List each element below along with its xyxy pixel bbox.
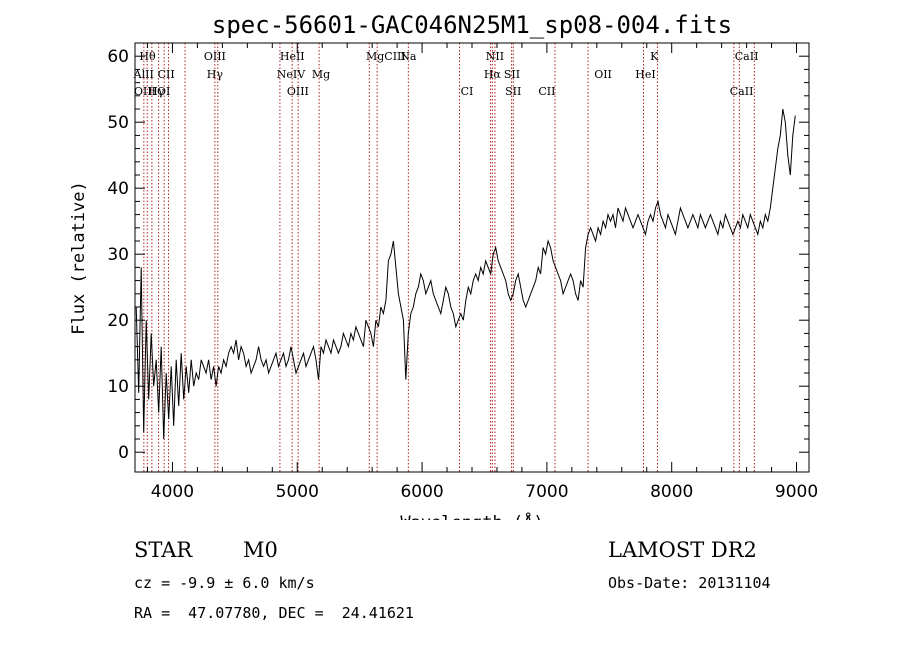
x-axis-label: Wavelength (Å) (400, 511, 543, 520)
marker-label: CII (538, 85, 555, 98)
marker-label: OI (157, 85, 170, 98)
marker-label: MgCIII (366, 50, 406, 63)
spectral-line-markers (143, 43, 755, 472)
y-axis-label: Flux (relative) (69, 181, 89, 335)
marker-label: NII (486, 50, 504, 63)
marker-label: OIII (204, 50, 226, 63)
star-class: STAR (134, 538, 193, 562)
x-tick-label: 4000 (151, 482, 194, 502)
marker-label: CaII (730, 85, 754, 98)
y-tick-label: 50 (107, 113, 129, 133)
star-subclass: M0 (243, 538, 278, 562)
marker-label: CaII (735, 50, 759, 63)
marker-label: CI (461, 85, 474, 98)
obs-date: Obs-Date: 20131104 (608, 574, 771, 592)
x-tick-label: 6000 (400, 482, 443, 502)
marker-label: Hγ (148, 85, 165, 98)
marker-label: HeII (280, 50, 305, 63)
y-tick-label: 20 (107, 311, 129, 331)
marker-label: SII (505, 85, 521, 98)
y-tick-label: 30 (107, 245, 129, 265)
y-axis-ticks: 0 10 20 30 40 50 60 (107, 47, 809, 463)
y-tick-label: 60 (107, 47, 129, 67)
spectrum-chart: spec-56601-GAC046N25M1_sp08-004.fits Hθ O… (69, 11, 818, 520)
x-tick-label: 8000 (650, 482, 693, 502)
y-tick-label: 0 (118, 443, 129, 463)
marker-label: CII (158, 68, 175, 81)
marker-label: NeIV (277, 68, 306, 81)
marker-label: SII (504, 68, 520, 81)
marker-label: OIII (134, 85, 156, 98)
marker-label: AlII (133, 68, 154, 81)
cz-value: cz = -9.9 ± 6.0 km/s (134, 574, 315, 592)
marker-label: Hα (484, 68, 502, 81)
x-tick-label: 7000 (525, 482, 568, 502)
x-tick-label: 9000 (775, 482, 818, 502)
spectrum-line (135, 108, 796, 440)
marker-label: HeI (635, 68, 655, 81)
marker-label: Mg (312, 68, 330, 81)
marker-label: OIII (287, 85, 309, 98)
marker-label: Hθ (139, 50, 156, 63)
marker-label: K (650, 50, 659, 63)
marker-label: Hγ (207, 68, 224, 81)
y-tick-label: 10 (107, 377, 129, 397)
x-axis-ticks: 4000 5000 6000 7000 8000 9000 (146, 43, 818, 502)
coordinates: RA = 47.07780, DEC = 24.41621 (134, 604, 414, 622)
chart-title: spec-56601-GAC046N25M1_sp08-004.fits (212, 11, 732, 39)
marker-label: Na (400, 50, 417, 63)
plot-frame (134, 42, 810, 473)
x-tick-label: 5000 (276, 482, 319, 502)
marker-label: OII (594, 68, 612, 81)
y-tick-label: 40 (107, 179, 129, 199)
survey-label: LAMOST DR2 (608, 538, 757, 562)
